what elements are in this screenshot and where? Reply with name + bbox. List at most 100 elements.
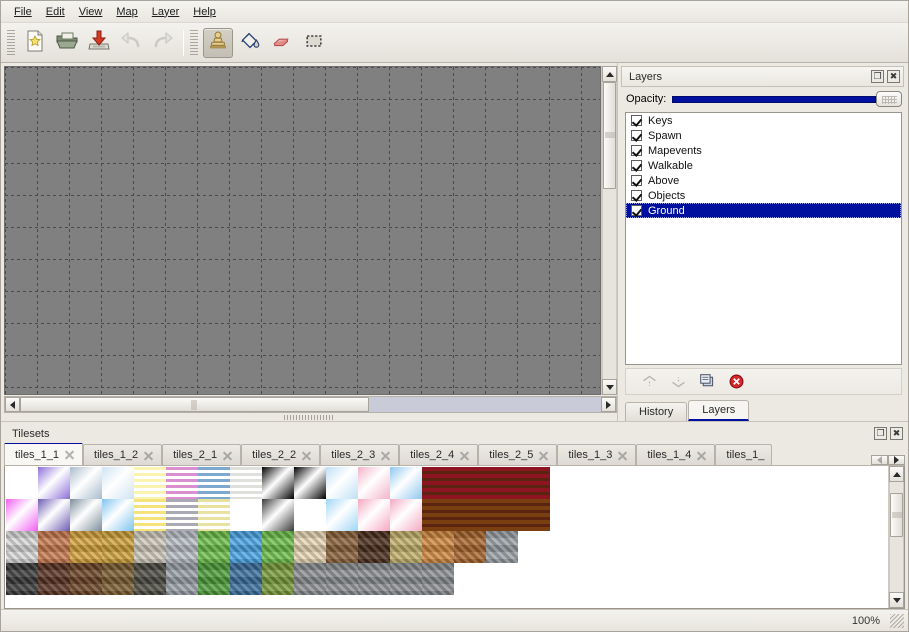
tile-cell[interactable] xyxy=(390,531,422,563)
tile-cell[interactable] xyxy=(262,499,294,531)
opacity-slider[interactable] xyxy=(672,90,902,108)
new-map-button[interactable] xyxy=(20,28,50,58)
tile-cell[interactable] xyxy=(358,467,390,499)
tile-cell[interactable] xyxy=(294,563,326,595)
toolbar-grip-1[interactable] xyxy=(7,29,15,56)
menu-item-map[interactable]: Map xyxy=(109,4,144,20)
opacity-slider-handle[interactable] xyxy=(876,91,902,107)
tileset-scroll-down-button[interactable] xyxy=(889,592,904,608)
tile-cell[interactable] xyxy=(518,499,550,531)
tileset-tab-close-icon[interactable] xyxy=(301,450,312,461)
tileset-tab-tiles_2_3[interactable]: tiles_2_3 xyxy=(320,444,400,465)
map-vscroll-thumb[interactable] xyxy=(603,82,616,189)
tile-cell[interactable] xyxy=(358,563,390,595)
tile-cell[interactable] xyxy=(134,467,166,499)
tile-cell[interactable] xyxy=(166,499,198,531)
fill-tool-button[interactable] xyxy=(235,28,265,58)
float-icon[interactable]: ❐ xyxy=(874,427,887,440)
tile-cell[interactable] xyxy=(102,531,134,563)
tile-cell[interactable] xyxy=(454,499,486,531)
tile-cell[interactable] xyxy=(518,467,550,499)
tile-cell[interactable] xyxy=(166,531,198,563)
tileset-tab-close-icon[interactable] xyxy=(617,450,628,461)
tile-cell[interactable] xyxy=(38,467,70,499)
tileset-vertical-scrollbar[interactable] xyxy=(888,466,904,608)
tile-cell[interactable] xyxy=(422,499,454,531)
tileset-tab-tiles_1_3[interactable]: tiles_1_3 xyxy=(557,444,637,465)
toolbar-grip-2[interactable] xyxy=(190,29,198,56)
tile-cell[interactable] xyxy=(358,531,390,563)
map-canvas[interactable] xyxy=(4,66,601,395)
layer-row-above[interactable]: Above xyxy=(626,173,901,188)
tile-cell[interactable] xyxy=(6,467,38,499)
tile-cell[interactable] xyxy=(166,467,198,499)
select-tool-button[interactable] xyxy=(299,28,329,58)
undo-button[interactable] xyxy=(116,28,146,58)
tile-cell[interactable] xyxy=(38,563,70,595)
layer-visibility-checkbox[interactable] xyxy=(631,190,642,201)
layer-visibility-checkbox[interactable] xyxy=(631,205,642,216)
tileset-vscroll-thumb[interactable] xyxy=(890,493,903,537)
layer-row-objects[interactable]: Objects xyxy=(626,188,901,203)
tile-cell[interactable] xyxy=(390,467,422,499)
tileset-scroll-up-button[interactable] xyxy=(889,466,904,482)
scroll-left-arrow-icon[interactable] xyxy=(871,455,888,465)
tile-cell[interactable] xyxy=(70,467,102,499)
menu-item-help[interactable]: Help xyxy=(186,4,223,20)
map-scroll-right-button[interactable] xyxy=(601,397,616,412)
map-scroll-left-button[interactable] xyxy=(5,397,20,412)
delete-layer-button[interactable] xyxy=(726,372,746,392)
duplicate-layer-button[interactable] xyxy=(697,372,717,392)
tile-cell[interactable] xyxy=(262,467,294,499)
tileset-tab-close-icon[interactable] xyxy=(538,450,549,461)
move-layer-up-button[interactable] xyxy=(639,372,659,392)
tileset-tab-close-icon[interactable] xyxy=(459,450,470,461)
map-vscroll-track[interactable] xyxy=(602,82,617,379)
tileset-tab-close-icon[interactable] xyxy=(143,450,154,461)
tile-cell[interactable] xyxy=(358,499,390,531)
layer-row-spawn[interactable]: Spawn xyxy=(626,128,901,143)
tile-cell[interactable] xyxy=(70,499,102,531)
tile-cell[interactable] xyxy=(390,499,422,531)
layer-visibility-checkbox[interactable] xyxy=(631,130,642,141)
tileset-tab-close-icon[interactable] xyxy=(222,450,233,461)
map-hscroll-thumb[interactable] xyxy=(20,397,369,412)
tileset-tab-close-icon[interactable] xyxy=(696,450,707,461)
tile-cell[interactable] xyxy=(294,467,326,499)
tileset-tab-tiles_1_1[interactable]: tiles_1_1 xyxy=(4,443,84,465)
tile-cell[interactable] xyxy=(422,563,454,595)
tile-cell[interactable] xyxy=(422,467,454,499)
tile-cell[interactable] xyxy=(486,531,518,563)
tile-cell[interactable] xyxy=(198,467,230,499)
tile-cell[interactable] xyxy=(38,531,70,563)
layer-list[interactable]: Keys Spawn Mapevents Walkable Above Objects Gr… xyxy=(625,112,902,365)
tile-cell[interactable] xyxy=(486,499,518,531)
tile-cell[interactable] xyxy=(102,563,134,595)
tile-cell[interactable] xyxy=(166,563,198,595)
tile-palette-grid[interactable] xyxy=(5,466,888,608)
layer-row-ground[interactable]: Ground xyxy=(626,203,901,218)
tile-cell[interactable] xyxy=(6,531,38,563)
tile-cell[interactable] xyxy=(230,467,262,499)
map-dock-splitter[interactable] xyxy=(1,413,617,421)
tile-cell[interactable] xyxy=(38,499,70,531)
tile-cell[interactable] xyxy=(262,531,294,563)
tile-cell[interactable] xyxy=(198,499,230,531)
tile-cell[interactable] xyxy=(6,563,38,595)
tile-cell[interactable] xyxy=(102,467,134,499)
tile-cell[interactable] xyxy=(230,563,262,595)
layer-row-keys[interactable]: Keys xyxy=(626,113,901,128)
tile-cell[interactable] xyxy=(390,563,422,595)
layer-visibility-checkbox[interactable] xyxy=(631,115,642,126)
map-scroll-up-button[interactable] xyxy=(602,66,617,82)
tile-cell[interactable] xyxy=(70,563,102,595)
tile-cell[interactable] xyxy=(134,531,166,563)
tile-cell[interactable] xyxy=(70,531,102,563)
tile-cell[interactable] xyxy=(230,499,262,531)
tileset-vscroll-track[interactable] xyxy=(889,482,904,592)
window-resize-grip[interactable] xyxy=(890,613,904,628)
move-layer-down-button[interactable] xyxy=(668,372,688,392)
tile-cell[interactable] xyxy=(134,499,166,531)
scroll-right-arrow-icon[interactable] xyxy=(888,455,905,465)
tile-cell[interactable] xyxy=(294,499,326,531)
